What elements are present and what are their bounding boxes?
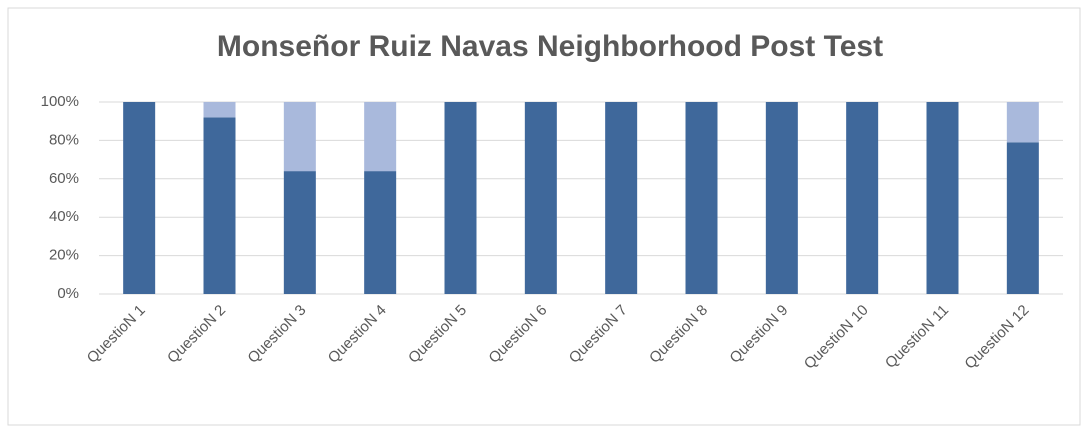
y-tick-label: 60% [49,170,79,187]
y-tick-label: 0% [57,285,79,302]
bar-segment [364,171,397,294]
bar-segment [846,102,879,294]
y-tick-label: 100% [41,93,79,110]
bar-segment [203,102,236,118]
chart-title: Monseñor Ruiz Navas Neighborhood Post Te… [217,30,883,63]
bar-segment [283,102,316,172]
bar-segment [444,102,477,294]
bar-segment [685,102,718,294]
bar-segment [123,102,156,294]
bar-segment [364,102,397,172]
bar-segment [1006,142,1039,294]
bar-segment [1006,102,1039,143]
y-tick-label: 80% [49,131,79,148]
bar-segment [765,102,798,294]
bar-segment [605,102,638,294]
bar-segment [524,102,557,294]
y-tick-label: 20% [49,247,79,264]
bar-segment [283,171,316,294]
bar-segment [926,102,959,294]
y-tick-label: 40% [49,208,79,225]
bar-segment [203,117,236,294]
